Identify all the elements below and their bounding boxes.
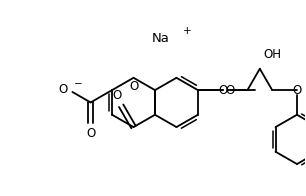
- Text: O: O: [58, 83, 67, 96]
- Text: OH: OH: [264, 48, 282, 61]
- Text: O: O: [226, 84, 235, 97]
- Text: O: O: [218, 84, 227, 97]
- Text: +: +: [183, 26, 191, 36]
- Text: −: −: [74, 79, 83, 89]
- Text: O: O: [113, 89, 122, 102]
- Text: O: O: [129, 80, 138, 93]
- Text: O: O: [86, 127, 95, 140]
- Text: Na: Na: [152, 32, 170, 45]
- Text: O: O: [292, 84, 302, 97]
